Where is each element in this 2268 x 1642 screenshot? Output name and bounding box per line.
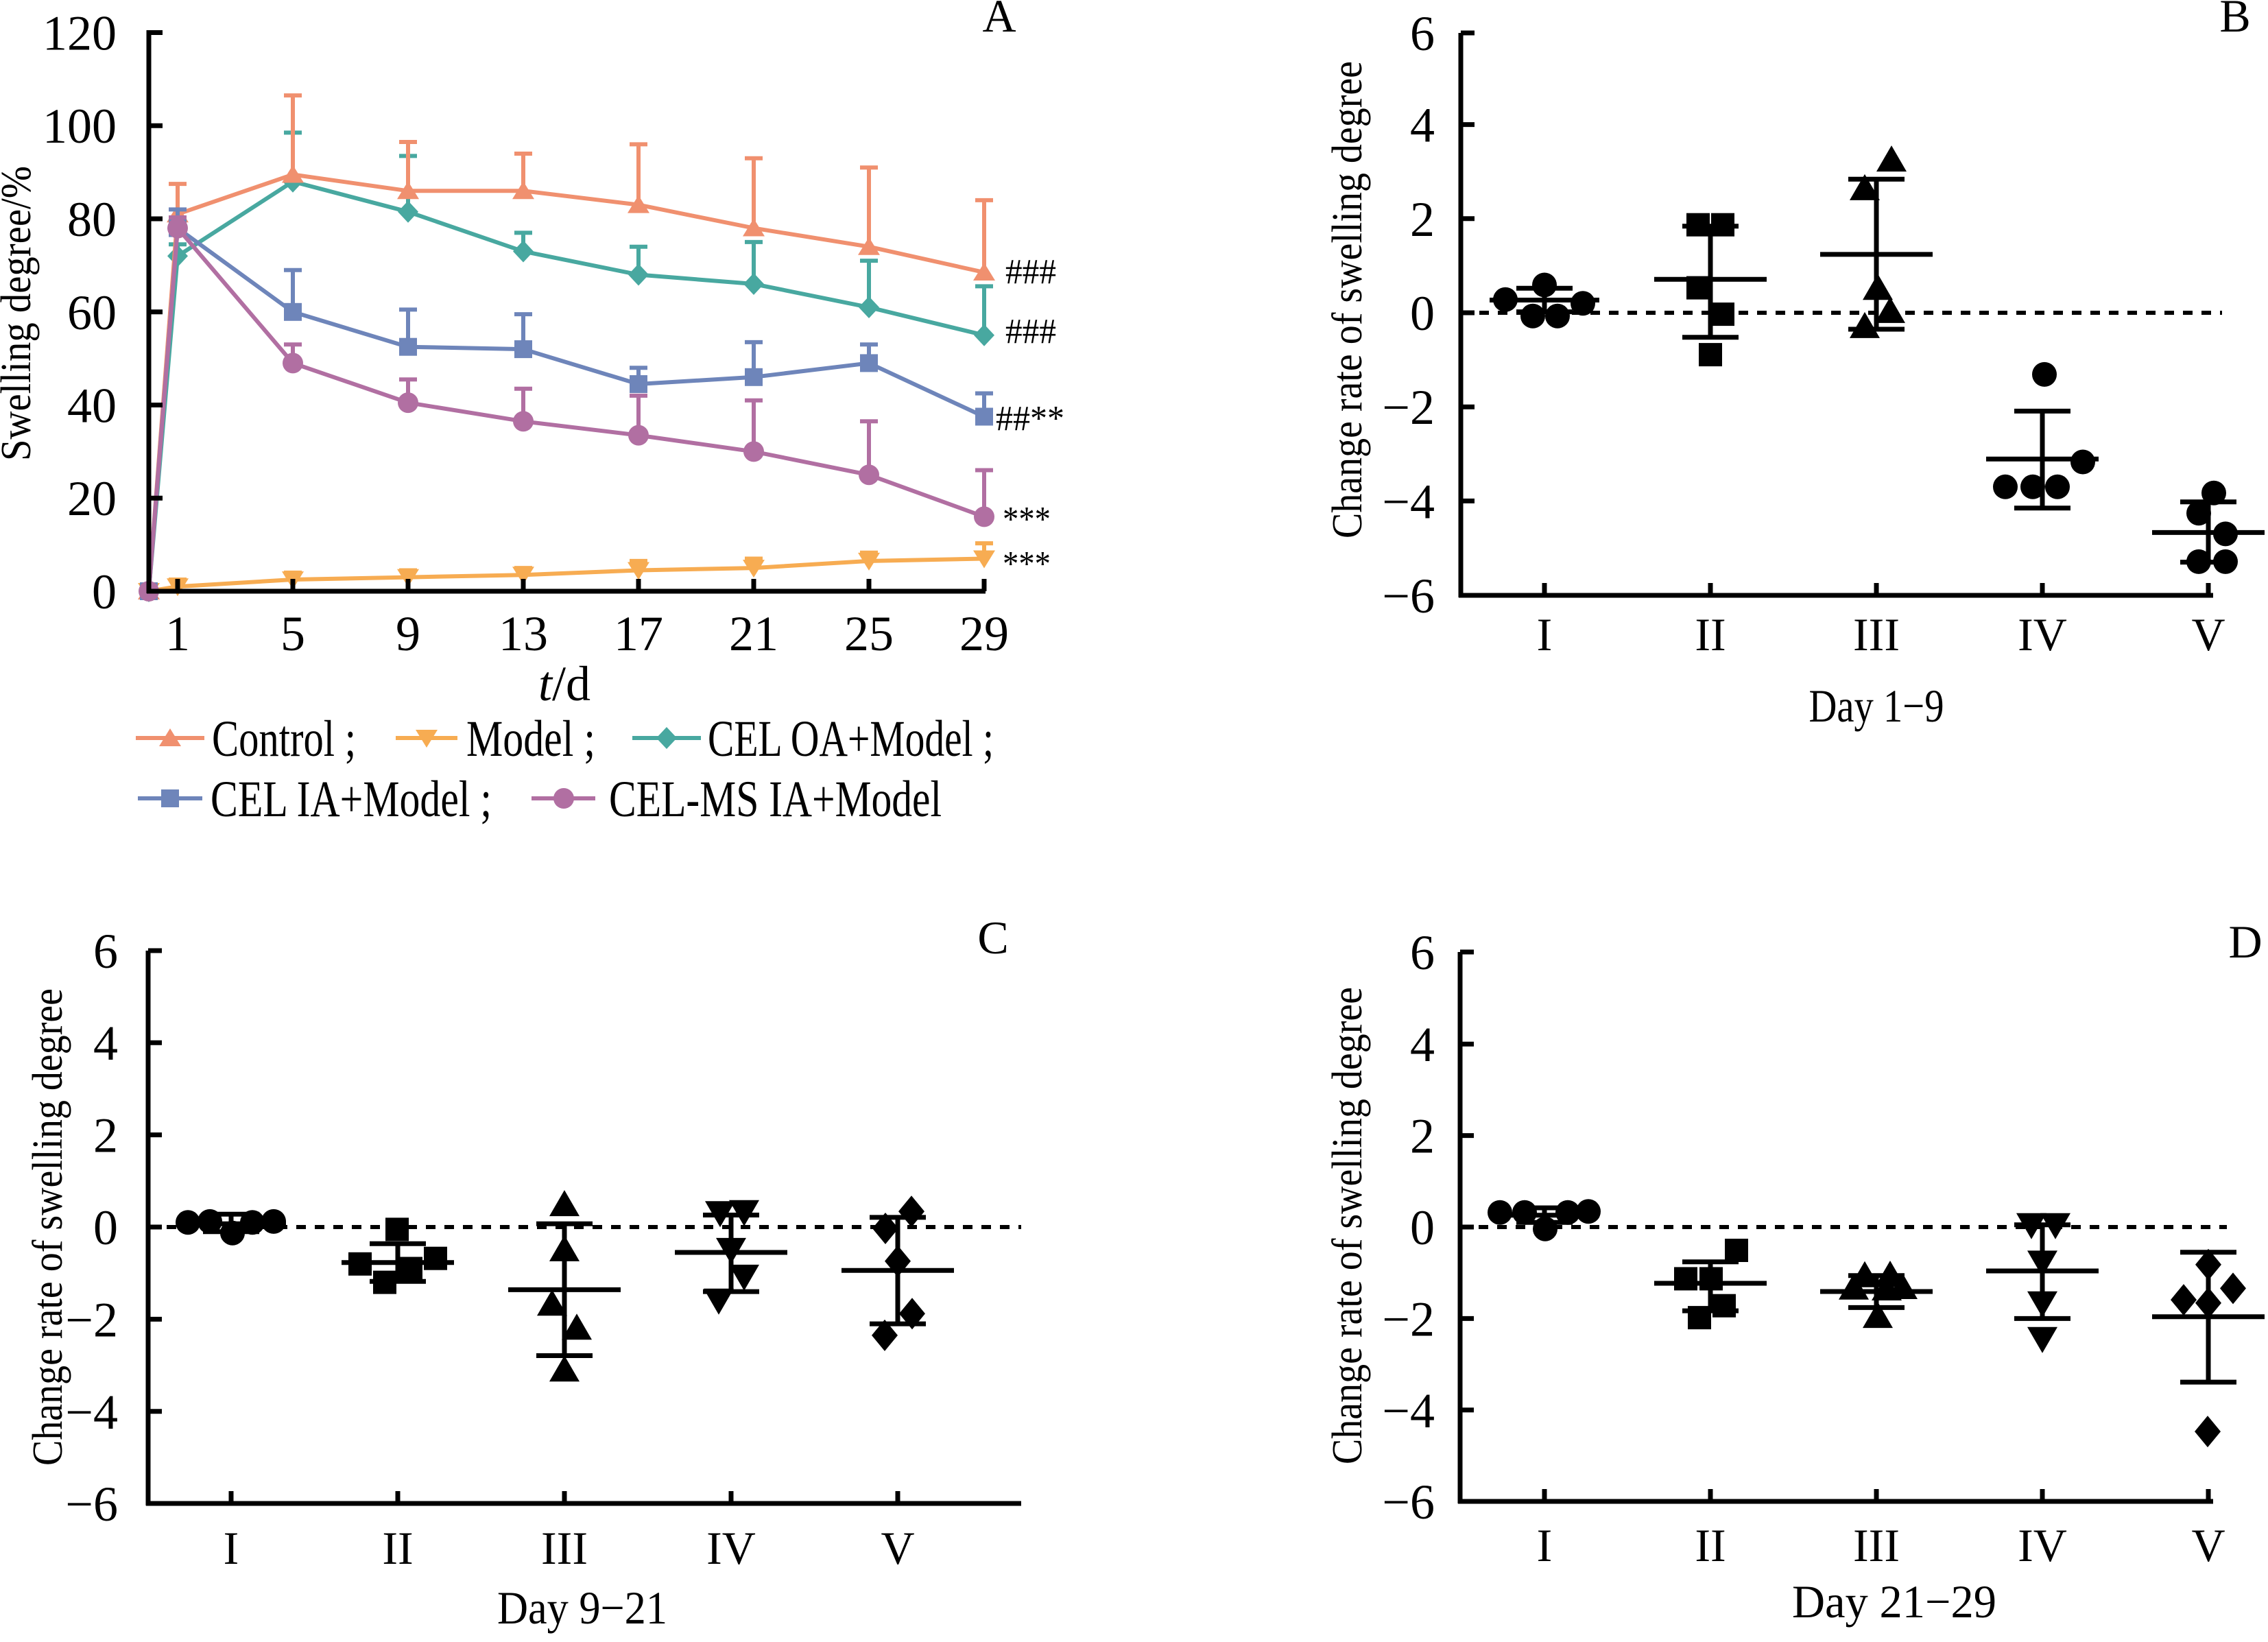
svg-text:4: 4 [1410, 98, 1435, 153]
svg-text:6: 6 [93, 924, 118, 979]
svg-text:I: I [1537, 1519, 1553, 1571]
svg-text:***: *** [1003, 545, 1051, 584]
svg-text:###: ### [1005, 312, 1056, 351]
svg-text:##**: ##** [996, 399, 1064, 438]
svg-text:13: 13 [499, 606, 548, 661]
svg-text:0: 0 [1410, 286, 1435, 341]
svg-text:20: 20 [67, 471, 117, 526]
svg-text:Day 1−9: Day 1−9 [1809, 680, 1944, 732]
svg-text:4: 4 [93, 1016, 118, 1071]
svg-text:II: II [1695, 1519, 1726, 1571]
svg-text:0: 0 [93, 1200, 118, 1255]
svg-text:II: II [382, 1522, 413, 1574]
svg-text:−2: −2 [1382, 380, 1435, 435]
svg-text:−4: −4 [65, 1385, 118, 1440]
svg-text:D: D [2228, 916, 2262, 968]
svg-text:6: 6 [1410, 925, 1435, 980]
svg-text:Change rate of swelling degree: Change rate of swelling degree [25, 988, 71, 1466]
svg-text:t/d: t/d [538, 656, 590, 711]
svg-text:Day 21−29: Day 21−29 [1792, 1575, 1996, 1628]
svg-text:4: 4 [1410, 1017, 1435, 1072]
svg-text:Swelling degree/%: Swelling degree/% [0, 166, 40, 461]
svg-text:29: 29 [959, 606, 1009, 661]
svg-text:V: V [881, 1522, 914, 1574]
svg-text:−6: −6 [1382, 1475, 1435, 1530]
svg-text:100: 100 [43, 99, 117, 154]
svg-text:IV: IV [706, 1522, 756, 1574]
svg-text:CEL-MS IA+Model: CEL-MS IA+Model [609, 771, 942, 828]
svg-text:−2: −2 [1382, 1292, 1435, 1346]
svg-text:***: *** [1003, 500, 1051, 539]
svg-text:I: I [1537, 608, 1553, 661]
svg-text:V: V [2191, 608, 2225, 661]
svg-text:9: 9 [396, 606, 420, 661]
svg-text:Change rate of swelling degree: Change rate of swelling degree [1324, 61, 1371, 538]
svg-text:2: 2 [1410, 1109, 1435, 1164]
svg-text:0: 0 [1410, 1200, 1435, 1255]
svg-text:17: 17 [614, 606, 663, 661]
svg-text:V: V [2191, 1519, 2225, 1571]
svg-text:C: C [977, 912, 1008, 964]
svg-text:CEL OA+Model ;: CEL OA+Model ; [708, 711, 994, 768]
svg-text:25: 25 [844, 606, 894, 661]
svg-text:III: III [1853, 1519, 1900, 1571]
svg-text:−4: −4 [1382, 474, 1435, 529]
svg-text:IV: IV [2018, 1519, 2067, 1571]
svg-text:120: 120 [43, 6, 117, 61]
svg-text:2: 2 [93, 1108, 118, 1163]
svg-text:−6: −6 [1382, 569, 1435, 623]
svg-text:80: 80 [67, 192, 117, 247]
svg-text:−6: −6 [65, 1477, 118, 1532]
svg-text:B: B [2219, 0, 2250, 42]
svg-text:CEL IA+Model ;: CEL IA+Model ; [211, 771, 492, 828]
svg-text:0: 0 [92, 564, 117, 619]
svg-text:Model ;: Model ; [466, 711, 595, 768]
svg-text:−4: −4 [1382, 1383, 1435, 1438]
svg-text:Day 9−21: Day 9−21 [497, 1582, 667, 1634]
svg-text:III: III [1853, 608, 1900, 661]
svg-text:###: ### [1005, 252, 1056, 291]
svg-text:II: II [1695, 608, 1726, 661]
svg-text:21: 21 [729, 606, 778, 661]
svg-text:40: 40 [67, 379, 117, 433]
svg-text:IV: IV [2018, 608, 2067, 661]
svg-text:6: 6 [1410, 6, 1435, 61]
svg-text:2: 2 [1410, 192, 1435, 247]
svg-text:5: 5 [280, 606, 305, 661]
svg-text:1: 1 [165, 606, 190, 661]
svg-text:A: A [982, 0, 1016, 42]
svg-text:−2: −2 [65, 1292, 118, 1347]
svg-text:III: III [541, 1522, 588, 1574]
svg-text:Change rate of swelling degree: Change rate of swelling degree [1324, 987, 1371, 1464]
svg-text:I: I [224, 1522, 239, 1574]
svg-text:Control ;: Control ; [212, 711, 356, 768]
svg-text:60: 60 [67, 285, 117, 340]
